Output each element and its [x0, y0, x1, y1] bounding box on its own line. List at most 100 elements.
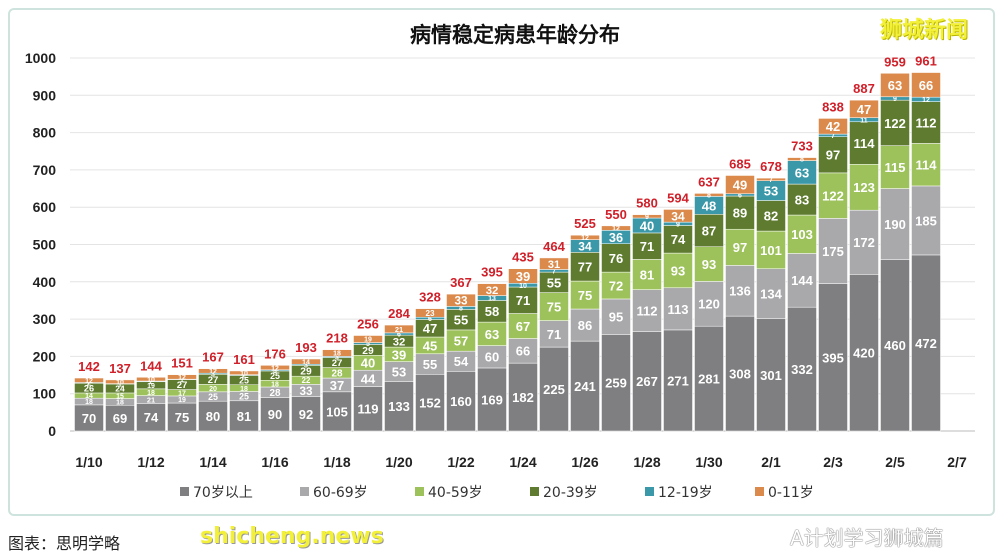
- segment-label: 120: [698, 297, 720, 312]
- segment-label: 42: [826, 119, 840, 134]
- bar-segment-70岁以上: [818, 283, 848, 432]
- bar-segment-20-39岁: [694, 214, 724, 247]
- segment-label: 169: [481, 392, 503, 407]
- segment-label: 271: [667, 373, 689, 388]
- bar-segment-70岁以上: [384, 381, 414, 432]
- segment-label: 25: [270, 371, 280, 381]
- y-tick-label: 900: [33, 87, 57, 103]
- segment-label: 36: [609, 230, 623, 245]
- y-tick-label: 500: [33, 237, 57, 253]
- total-label: 887: [853, 81, 875, 96]
- segment-label: 1: [118, 381, 122, 388]
- x-tick-label: 2/5: [885, 454, 905, 470]
- total-label: 838: [822, 99, 844, 114]
- segment-label: 75: [175, 410, 189, 425]
- bar-segment-0-11岁: [818, 118, 848, 135]
- total-label: 961: [915, 54, 937, 69]
- segment-label: 267: [636, 374, 658, 389]
- segment-label: 112: [637, 303, 658, 318]
- segment-label: 6: [428, 316, 432, 323]
- total-label: 142: [78, 359, 100, 374]
- bar-segment-0-11岁: [570, 234, 600, 240]
- segment-label: 122: [884, 116, 906, 131]
- segment-label: 241: [574, 379, 596, 394]
- legend-swatch: [180, 487, 189, 496]
- segment-label: 40: [361, 356, 375, 371]
- segment-label: 144: [791, 273, 813, 288]
- segment-label: 75: [578, 288, 592, 303]
- segment-label: 172: [853, 235, 875, 250]
- segment-label: 76: [609, 251, 623, 266]
- total-label: 550: [605, 207, 627, 222]
- bar-segment-70岁以上: [756, 318, 786, 432]
- segment-label: 15: [116, 393, 124, 400]
- bar-segment-60-69岁: [911, 185, 941, 256]
- y-tick-label: 700: [33, 162, 57, 178]
- segment-label: 19: [364, 337, 372, 344]
- segment-label: 97: [826, 148, 840, 163]
- segment-label: 113: [668, 302, 689, 317]
- legend-swatch: [300, 487, 309, 496]
- total-label: 193: [295, 340, 317, 355]
- bar-segment-60-69岁: [539, 320, 569, 348]
- x-tick-label: 1/18: [323, 454, 350, 470]
- segment-label: 48: [702, 198, 716, 213]
- segment-label: 63: [485, 327, 499, 342]
- segment-label: 89: [733, 206, 747, 221]
- segment-label: 112: [916, 115, 937, 130]
- y-tick-label: 800: [33, 125, 57, 141]
- x-tick-label: 1/16: [261, 454, 288, 470]
- segment-label: 74: [144, 410, 159, 425]
- x-tick-label: 1/26: [571, 454, 598, 470]
- segment-label: 19: [147, 383, 155, 390]
- legend-swatch: [530, 487, 539, 496]
- segment-label: 122: [822, 189, 844, 204]
- y-tick-label: 200: [33, 348, 57, 364]
- x-tick-label: 2/3: [823, 454, 843, 470]
- segment-label: 8: [707, 193, 711, 200]
- segment-label: 27: [332, 358, 343, 369]
- chart-title: 病情稳定病患年龄分布: [410, 23, 620, 47]
- segment-label: 134: [760, 287, 782, 302]
- segment-label: 3: [211, 371, 215, 378]
- segment-label: 34: [671, 209, 685, 223]
- segment-label: 12: [85, 378, 93, 385]
- segment-label: 14: [85, 393, 93, 400]
- total-label: 328: [419, 290, 441, 305]
- legend-label: 12-19岁: [658, 485, 713, 501]
- segment-label: 18: [85, 399, 93, 406]
- bar-segment-0-11岁: [539, 257, 569, 270]
- segment-label: 72: [609, 278, 623, 293]
- segment-label: 2: [149, 379, 153, 386]
- y-tick-label: 600: [33, 199, 57, 215]
- segment-label: 44: [361, 371, 376, 386]
- segment-label: 25: [239, 375, 249, 385]
- segment-label: 3: [273, 368, 277, 375]
- total-label: 959: [884, 54, 906, 69]
- legend-label: 40-59岁: [428, 485, 483, 501]
- segment-label: 22: [302, 376, 311, 385]
- segment-label: 57: [454, 333, 468, 348]
- segment-label: 9: [893, 96, 897, 103]
- segment-label: 93: [702, 257, 716, 272]
- bar-segment-20-39岁: [756, 200, 786, 232]
- segment-label: 71: [547, 327, 561, 342]
- legend-swatch: [415, 487, 424, 496]
- segment-label: 101: [760, 243, 782, 258]
- segment-label: 20: [209, 385, 217, 393]
- segment-label: 29: [300, 367, 312, 378]
- segment-label: 55: [547, 275, 561, 290]
- bar-segment-70岁以上: [601, 334, 631, 432]
- bar-segment-0-11岁: [105, 379, 135, 384]
- x-tick-label: 1/14: [199, 454, 226, 470]
- total-label: 367: [450, 275, 472, 290]
- bar-segment-20-39岁: [911, 101, 941, 144]
- segment-label: 119: [358, 402, 379, 417]
- segment-label: 33: [454, 295, 468, 308]
- total-label: 395: [481, 265, 503, 280]
- y-tick-label: 300: [33, 311, 57, 327]
- total-label: 594: [667, 190, 689, 205]
- bar-segment-0-11岁: [322, 349, 352, 357]
- bar-segment-20-39岁: [632, 232, 662, 260]
- segment-label: 5: [366, 341, 370, 348]
